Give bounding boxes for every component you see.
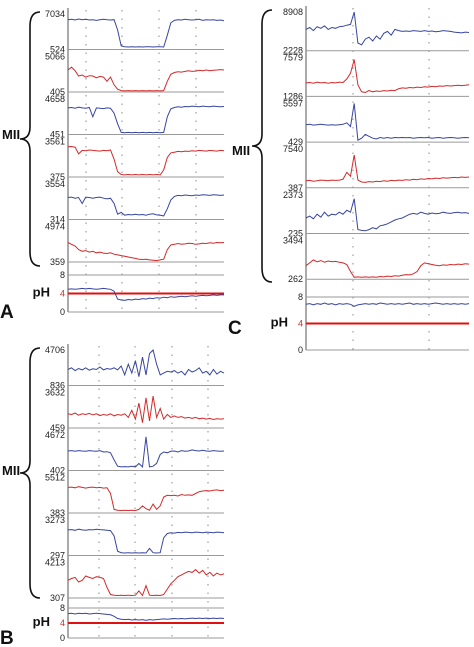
channel-bottom-tick: 383	[50, 508, 65, 518]
channel-top-tick: 7579	[283, 53, 303, 63]
impedance-trace-blue	[67, 436, 225, 468]
ph-tick: 8	[60, 603, 65, 613]
ph-trace	[67, 612, 225, 621]
channel-bottom-tick: 402	[50, 466, 65, 476]
impedance-trace-blue	[305, 198, 470, 232]
channel-top-tick: 5512	[45, 473, 65, 483]
channel-bottom-tick: 451	[50, 130, 65, 140]
ph-trace	[305, 302, 470, 307]
impedance-trace-blue	[305, 11, 470, 46]
channel-bottom-tick: 307	[50, 593, 65, 603]
channel-top-tick: 4658	[45, 94, 65, 104]
impedance-trace-blue	[67, 18, 225, 48]
impedance-trace-red	[305, 154, 470, 183]
channel-bottom-tick: 459	[50, 423, 65, 433]
channel-bottom-tick: 836	[50, 381, 65, 391]
channel-top-tick: 3554	[45, 179, 65, 189]
channel-top-tick: 7034	[45, 9, 65, 19]
ph-tick: 4	[60, 618, 65, 628]
channel-bottom-tick: 314	[50, 215, 65, 225]
ph-tick: 8	[60, 270, 65, 280]
impedance-trace-red	[305, 59, 470, 94]
impedance-trace-red	[67, 396, 225, 423]
panel-letter: C	[228, 318, 242, 339]
impedance-trace-blue	[67, 105, 225, 134]
mii-group-label: MII	[2, 463, 20, 478]
channel-bottom-tick: 387	[288, 183, 303, 193]
channel-bottom-tick: 524	[50, 45, 65, 55]
channel-top-tick: 4672	[45, 430, 65, 440]
impedance-trace-blue	[305, 103, 470, 141]
ph-trace	[67, 287, 224, 301]
panel-letter: A	[0, 302, 14, 323]
mii-group-label: MII	[232, 143, 250, 158]
panel-a: AMII703452450664054658451356137535543144…	[0, 8, 225, 323]
impedance-trace-red	[67, 486, 225, 512]
channel-top-tick: 3561	[45, 137, 65, 147]
channel-top-tick: 5066	[45, 52, 65, 62]
impedance-trace-blue	[67, 349, 225, 377]
ph-label: pH	[33, 285, 50, 300]
ph-tick: 0	[60, 633, 65, 643]
channel-bottom-tick: 2228	[283, 46, 303, 56]
ph-label: pH	[33, 614, 50, 629]
mii-brace-icon	[19, 11, 41, 267]
channel-top-tick: 7540	[283, 144, 303, 154]
channel-top-tick: 3273	[45, 515, 65, 525]
impedance-trace-red	[67, 145, 225, 176]
panel-b: BMII470683636324594672402551238332732974…	[0, 344, 225, 647]
channel-bottom-tick: 297	[50, 551, 65, 561]
channel-top-tick: 5597	[283, 98, 303, 108]
channel-bottom-tick: 375	[50, 172, 65, 182]
ph-tick: 4	[60, 289, 65, 299]
channel-top-tick: 2373	[283, 190, 303, 200]
channel-top-tick: 4213	[45, 558, 65, 568]
channel-bottom-tick: 359	[50, 257, 65, 267]
mii-brace-icon	[251, 9, 273, 283]
mii-group-label: MII	[2, 127, 20, 142]
ph-tick: 0	[60, 307, 65, 317]
impedance-trace-red	[67, 241, 225, 262]
channel-top-tick: 3494	[283, 236, 303, 246]
impedance-trace-red	[67, 568, 225, 597]
impedance-trace-red	[305, 259, 470, 278]
ph-tick: 4	[298, 319, 303, 329]
panel-letter: B	[0, 628, 14, 647]
ph-tick: 8	[298, 292, 303, 302]
impedance-trace-blue	[67, 194, 225, 217]
mii-brace-icon	[19, 347, 41, 599]
impedance-trace-blue	[67, 528, 225, 554]
channel-bottom-tick: 429	[288, 137, 303, 147]
channel-top-tick: 3632	[45, 388, 65, 398]
channel-top-tick: 8908	[283, 7, 303, 17]
channel-bottom-tick: 235	[288, 229, 303, 239]
channel-top-tick: 4706	[45, 345, 65, 355]
ph-tick: 0	[298, 345, 303, 355]
impedance-trace-red	[67, 66, 225, 92]
channel-bottom-tick: 262	[288, 274, 303, 284]
ph-label: pH	[271, 315, 288, 330]
channel-bottom-tick: 1286	[283, 91, 303, 101]
channel-bottom-tick: 405	[50, 87, 65, 97]
channel-top-tick: 4974	[45, 222, 65, 232]
